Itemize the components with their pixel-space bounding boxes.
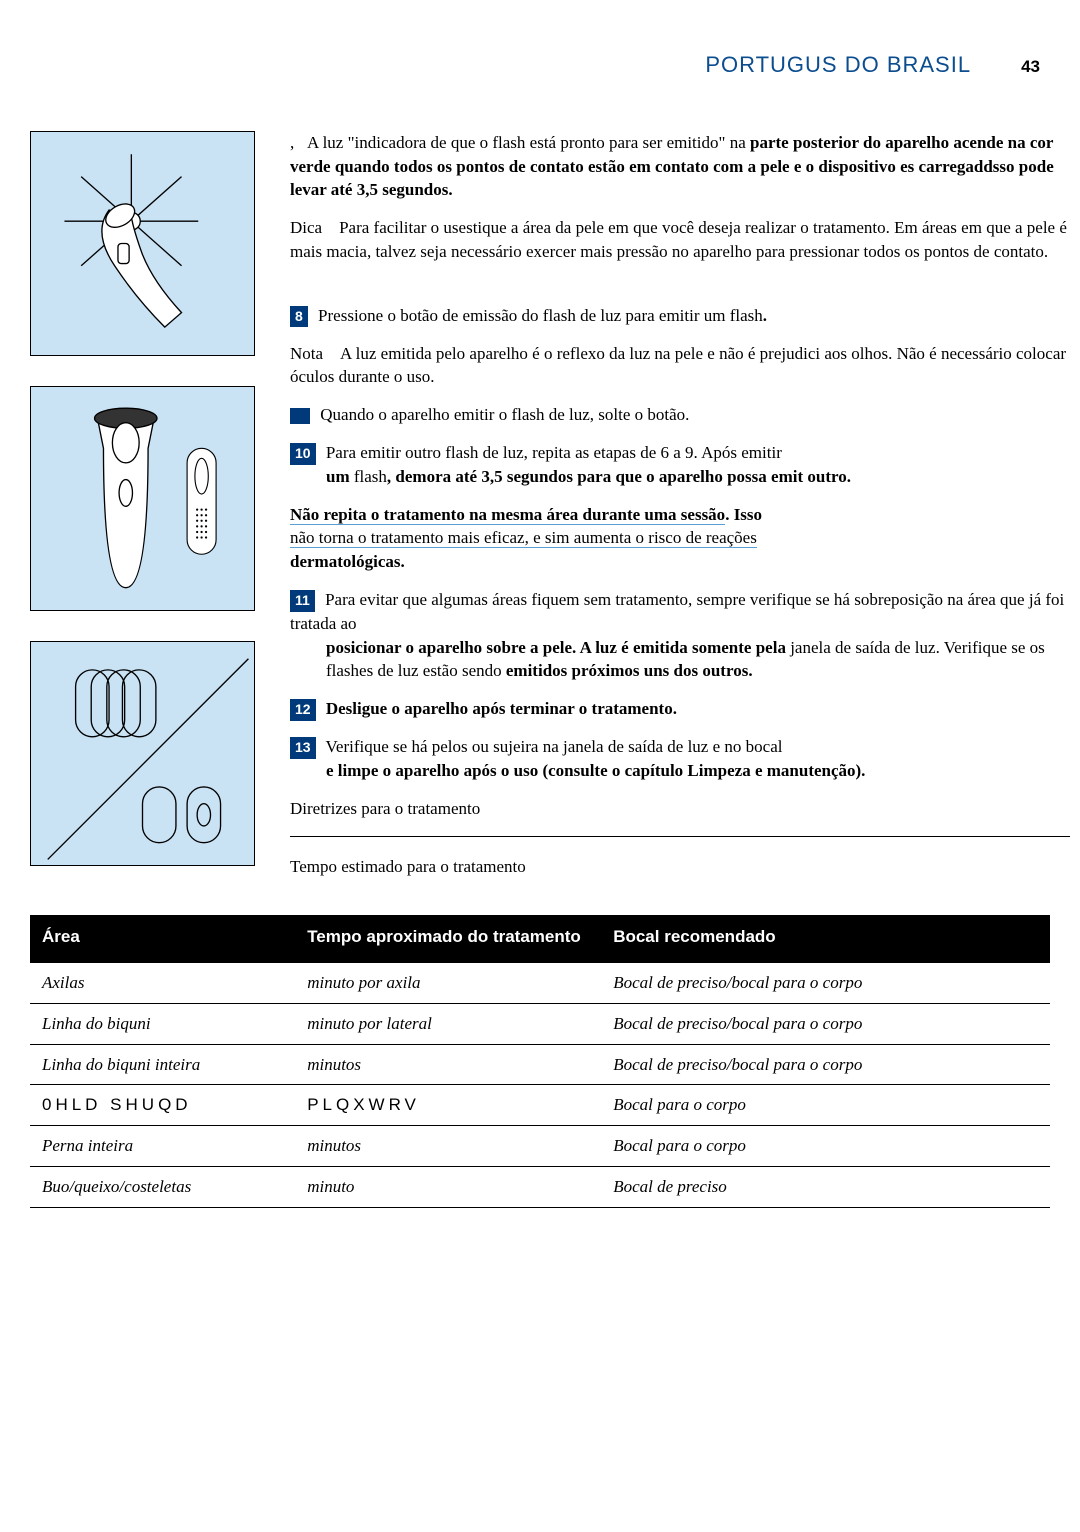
step-13-a: Verifique se há pelos ou sujeira na jane… — [326, 737, 783, 756]
table-row: 0HLD SHUQD PLQXWRV Bocal para o corpo — [30, 1085, 1050, 1126]
step-12: 12 Desligue o aparelho após terminar o t… — [290, 697, 1070, 721]
warn-bold-tail: . Isso — [725, 505, 762, 524]
step-11-a: Para evitar que algumas áreas fiquem sem… — [290, 590, 1064, 633]
th-area: Área — [30, 915, 295, 963]
step-13-badge: 13 — [290, 737, 316, 759]
step-10-plain: flash — [354, 467, 387, 486]
nota-paragraph: Nota A luz emitida pelo aparelho é o ref… — [290, 342, 1070, 390]
intro-lead: , — [290, 133, 294, 152]
step-12-badge: 12 — [290, 699, 316, 721]
step-10-bold2: , demora até 3,5 segundos para que o apa… — [387, 467, 851, 486]
step-11-b: posicionar o aparelho sobre a pele. A lu… — [326, 638, 790, 657]
dica-label: Dica — [290, 218, 322, 237]
header-language: PORTUGUS DO BRASIL — [705, 50, 971, 81]
step-10: 10 Para emitir outro flash de luz, repit… — [290, 441, 1070, 489]
nota-label: Nota — [290, 344, 323, 363]
text-column: , A luz "indicadora de que o flash está … — [290, 131, 1080, 895]
est-time-heading: Tempo estimado para o tratamento — [290, 855, 1070, 879]
step-10-badge: 10 — [290, 443, 316, 465]
step-8: 8 Pressione o botão de emissão do flash … — [290, 304, 1070, 328]
table-row: Buo/queixo/costeletas minuto Bocal de pr… — [30, 1166, 1050, 1207]
guidelines-heading: Diretrizes para o tratamento — [290, 797, 1070, 821]
figure-column — [30, 131, 260, 895]
intro-plain: A luz "indicadora de que o flash está pr… — [307, 133, 750, 152]
table-row: Perna inteira minutos Bocal para o corpo — [30, 1126, 1050, 1167]
table-row: Linha do biquni minuto por lateral Bocal… — [30, 1003, 1050, 1044]
step-13: 13 Verifique se há pelos ou sujeira na j… — [290, 735, 1070, 783]
dica-text-a: Para facilitar o us — [339, 218, 458, 237]
figure-overlap-pattern — [30, 641, 255, 866]
step-8-text: Pressione o botão de emissão do flash de… — [318, 306, 763, 325]
th-rec: Bocal recomendado — [601, 915, 1050, 963]
step-8-badge: 8 — [290, 306, 308, 328]
warn-bold2: dermatológicas. — [290, 552, 405, 571]
step-10-text-a: Para emitir outro flash de luz, repita a… — [326, 443, 782, 462]
warn-plain: não torna o tratamento mais eficaz, e si… — [290, 528, 757, 548]
step-11: 11 Para evitar que algumas áreas fiquem … — [290, 588, 1070, 683]
warn-bold: Não repita o tratamento na mesma área du… — [290, 505, 725, 525]
dica-paragraph: Dica Para facilitar o usestique a área d… — [290, 216, 1070, 264]
intro-paragraph: , A luz "indicadora de que o flash está … — [290, 131, 1070, 202]
warning-paragraph: Não repita o tratamento na mesma área du… — [290, 503, 1070, 574]
step-10-bold1: um — [326, 467, 354, 486]
step-blank: Quando o aparelho emitir o flash de luz,… — [290, 403, 1070, 427]
step-blank-text: Quando o aparelho emitir o flash de luz,… — [320, 405, 689, 424]
figure-flash-rays — [30, 131, 255, 356]
table-row: Linha do biquni inteira minutos Bocal de… — [30, 1044, 1050, 1085]
page-header: PORTUGUS DO BRASIL 43 — [0, 50, 1080, 81]
nota-text: A luz emitida pelo aparelho é o reflexo … — [290, 344, 1066, 387]
step-11-badge: 11 — [290, 590, 315, 612]
step-blank-badge — [290, 408, 310, 424]
step-11-d: emitidos próximos uns dos outros. — [506, 661, 753, 680]
step-12-text: Desligue o aparelho após terminar o trat… — [326, 699, 677, 718]
step-13-b: e limpe o aparelho após o uso (consulte … — [326, 761, 865, 780]
figure-device-front — [30, 386, 255, 611]
section-rule — [290, 836, 1070, 837]
page-number: 43 — [1021, 55, 1040, 79]
table-row: Axilas minuto por axila Bocal de preciso… — [30, 963, 1050, 1003]
treatment-table: Área Tempo aproximado do tratamento Boca… — [30, 915, 1050, 1208]
th-time: Tempo aproximado do tratamento — [295, 915, 601, 963]
